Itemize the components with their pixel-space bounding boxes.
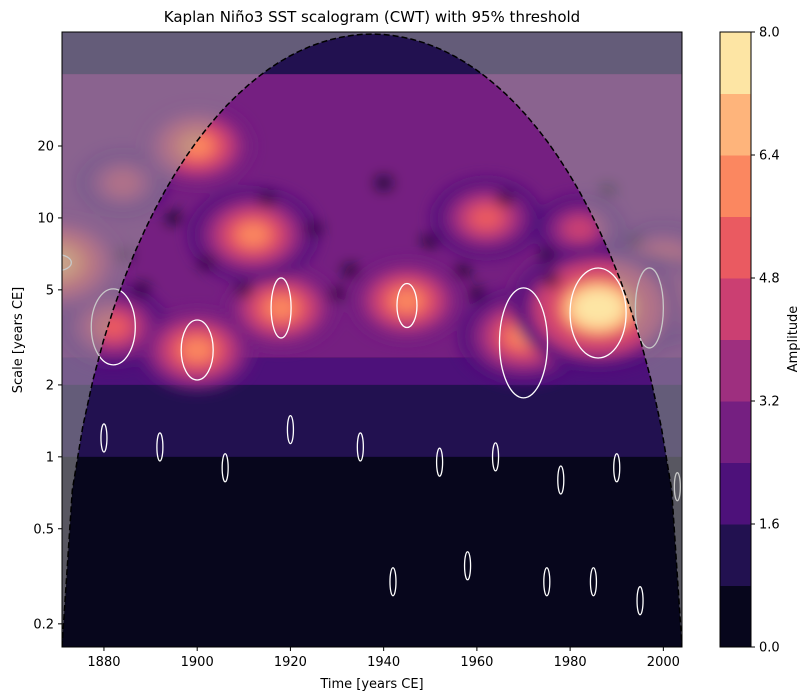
y-axis-label: Scale [years CE] bbox=[11, 287, 26, 393]
colorbar-swatch bbox=[720, 155, 751, 217]
amplitude-trough bbox=[454, 264, 471, 277]
amplitude-peak bbox=[181, 338, 213, 362]
significance-contour bbox=[389, 567, 397, 597]
amplitude-trough bbox=[496, 193, 513, 206]
x-tick-label: 1980 bbox=[554, 655, 587, 670]
significance-contour bbox=[589, 567, 598, 597]
significance-contour bbox=[156, 432, 164, 462]
x-tick-label: 1920 bbox=[274, 655, 307, 670]
significance-contour bbox=[613, 453, 621, 483]
y-tick-label: 20 bbox=[37, 139, 54, 154]
x-axis: 1880 1900 1920 1940 1960 1980 2000 bbox=[87, 647, 680, 670]
amplitude-trough bbox=[543, 273, 560, 286]
significance-contour bbox=[270, 277, 292, 339]
amplitude-peak bbox=[391, 289, 423, 312]
amplitude-trough bbox=[538, 248, 555, 261]
amplitude-trough bbox=[375, 177, 392, 190]
plot-area bbox=[62, 32, 682, 647]
colorbar: 0.0 1.6 3.2 4.8 6.4 8.0 bbox=[719, 26, 780, 656]
amplitude-trough bbox=[305, 222, 322, 235]
cone-of-influence-region bbox=[62, 32, 682, 647]
significance-contour bbox=[221, 453, 229, 483]
significance-contour bbox=[100, 423, 108, 453]
y-tick-label: 0.2 bbox=[33, 617, 54, 632]
significance-contour bbox=[286, 414, 295, 445]
scale-band bbox=[62, 456, 682, 647]
cone-of-influence-line bbox=[62, 33, 682, 647]
scale-band bbox=[62, 384, 682, 457]
significance-contour bbox=[498, 287, 549, 399]
colorbar-tick-label: 1.6 bbox=[759, 518, 780, 533]
significance-contour bbox=[636, 586, 644, 616]
y-tick-label: 5 bbox=[46, 283, 54, 298]
amplitude-peak bbox=[582, 296, 614, 320]
x-tick-label: 2000 bbox=[647, 655, 680, 670]
amplitude-peak bbox=[237, 223, 269, 246]
y-axis: 0.2 0.5 1 2 5 10 20 bbox=[33, 139, 62, 632]
colorbar-swatch bbox=[720, 278, 751, 340]
colorbar-frame bbox=[719, 31, 752, 648]
amplitude-trough bbox=[343, 264, 360, 277]
amplitude-peak bbox=[470, 206, 502, 230]
amplitude-peak bbox=[265, 296, 297, 320]
significance-contour bbox=[396, 282, 418, 329]
amplitude-trough bbox=[468, 288, 485, 301]
amplitude-trough bbox=[235, 283, 252, 296]
amplitude-trough bbox=[198, 256, 215, 269]
significance-contour bbox=[557, 465, 565, 495]
colorbar-tick-label: 4.8 bbox=[759, 272, 780, 287]
amplitude-trough bbox=[422, 235, 439, 248]
x-tick-label: 1960 bbox=[460, 655, 493, 670]
colorbar-tick-label: 3.2 bbox=[759, 395, 780, 410]
significance-contour bbox=[491, 442, 500, 472]
colorbar-tick-label: 6.4 bbox=[759, 149, 780, 164]
colorbar-swatch bbox=[720, 339, 751, 402]
colorbar-swatch bbox=[720, 524, 751, 586]
colorbar-swatch bbox=[720, 93, 751, 156]
significance-contour bbox=[463, 551, 472, 581]
significance-contour bbox=[569, 267, 627, 359]
amplitude-peak bbox=[564, 217, 595, 241]
y-tick-label: 2 bbox=[46, 378, 54, 393]
colorbar-tick-label: 0.0 bbox=[759, 641, 780, 656]
y-tick-label: 10 bbox=[37, 211, 54, 226]
colorbar-swatch bbox=[720, 585, 751, 648]
colorbar-swatch bbox=[720, 32, 751, 94]
amplitude-trough bbox=[259, 193, 276, 206]
amplitude-trough bbox=[133, 283, 150, 296]
x-tick-label: 1880 bbox=[87, 655, 120, 670]
amplitude-trough bbox=[329, 288, 346, 301]
y-tick-label: 1 bbox=[46, 450, 54, 465]
significance-contour bbox=[435, 447, 444, 477]
y-tick-label: 0.5 bbox=[33, 522, 54, 537]
colorbar-swatch bbox=[720, 462, 751, 525]
x-tick-label: 1940 bbox=[367, 655, 400, 670]
chart-title: Kaplan Niño3 SST scalogram (CWT) with 95… bbox=[164, 8, 580, 26]
significance-contour bbox=[543, 567, 551, 597]
colorbar-swatch bbox=[720, 401, 751, 463]
plot-frame bbox=[61, 31, 683, 648]
significance-contour bbox=[356, 432, 364, 462]
colorbar-swatch bbox=[720, 216, 751, 279]
colorbar-label: Amplitude bbox=[786, 306, 801, 373]
colorbar-tick-label: 8.0 bbox=[759, 26, 780, 41]
significance-contour bbox=[180, 319, 214, 381]
amplitude-trough bbox=[165, 211, 182, 224]
x-tick-label: 1900 bbox=[181, 655, 214, 670]
x-axis-label: Time [years CE] bbox=[319, 677, 423, 692]
